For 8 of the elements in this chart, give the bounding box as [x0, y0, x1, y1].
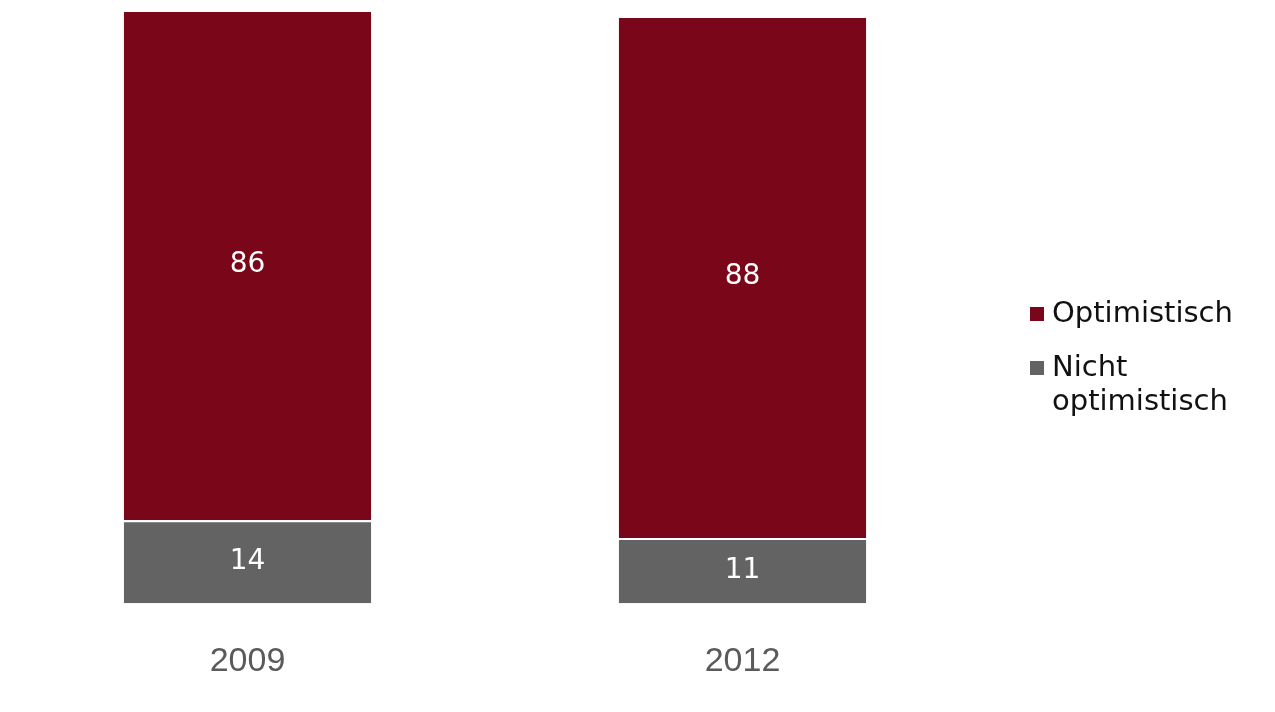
x-tick-label: 2009 [209, 639, 286, 678]
data-label: 88 [724, 258, 761, 292]
legend-label: Optimistisch [1052, 295, 1233, 329]
data-label: 14 [229, 542, 266, 576]
legend-label: Nicht optimistisch [1052, 349, 1229, 417]
data-label: 86 [229, 246, 266, 280]
x-tick-label: 2012 [704, 639, 781, 678]
data-label: 11 [724, 551, 761, 585]
